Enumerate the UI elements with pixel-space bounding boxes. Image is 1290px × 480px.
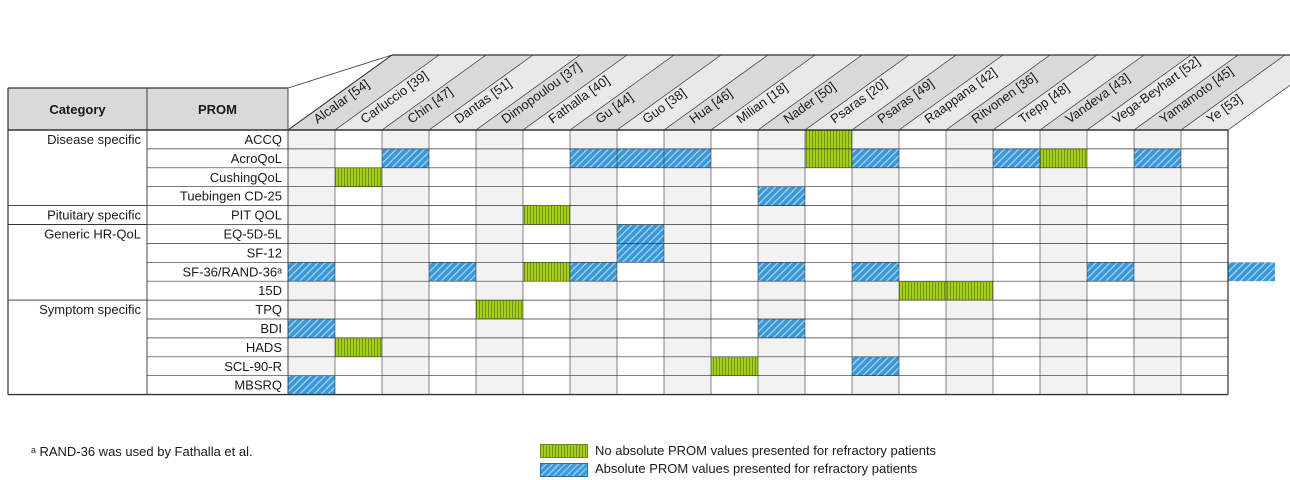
study-header-cell [1087,55,1238,130]
no-absolute-values-mark [335,337,382,357]
no-absolute-values-mark [523,262,570,282]
legend-blue-label: Absolute PROM values presented for refra… [595,461,918,476]
study-header-cell [523,55,674,130]
absolute-values-mark [1134,148,1181,168]
prom-label: 15D [258,283,282,298]
study-header-cell [664,55,815,130]
prom-label: SF-36/RAND-36ᵃ [183,264,283,279]
prom-label: HADS [246,340,282,355]
absolute-values-mark [993,148,1040,168]
study-header-cell [946,55,1097,130]
absolute-values-mark [570,262,617,282]
legend-green-swatch [540,444,588,458]
prom-label: ACCQ [244,132,282,147]
prom-label: AcroQoL [231,151,282,166]
prom-label: EQ-5D-5L [223,226,282,241]
study-header-cell [993,55,1144,130]
no-absolute-values-mark [805,130,852,149]
no-absolute-values-mark [476,300,523,319]
absolute-values-mark [617,148,664,168]
prom-label: CushingQoL [210,170,282,185]
study-header-cell [570,55,721,130]
absolute-values-mark [852,148,899,168]
study-header-cell [1134,55,1285,130]
absolute-values-mark [852,356,899,376]
study-header-cell [429,55,580,130]
prom-label: SF-12 [247,245,282,260]
category-label: Symptom specific [39,302,141,317]
study-header-cell [852,55,1003,130]
prom-label: MBSRQ [234,378,282,393]
absolute-values-mark [1087,262,1134,282]
absolute-values-mark [570,148,617,168]
prom-label: PIT QOL [231,208,282,223]
category-label: Pituitary specific [47,208,141,223]
absolute-values-mark [382,148,429,168]
absolute-values-mark [429,262,476,282]
study-header-cell [899,55,1050,130]
absolute-values-mark [758,262,805,282]
absolute-values-mark [758,186,805,206]
study-header-cell [805,55,956,130]
absolute-values-mark [617,224,664,244]
study-header-cell [335,55,486,130]
legend-green-label: No absolute PROM values presented for re… [595,443,937,458]
legend-blue-swatch [540,463,588,477]
absolute-values-mark [288,262,335,282]
no-absolute-values-mark [523,205,570,225]
no-absolute-values-mark [335,167,382,187]
prom-label: TPQ [255,302,282,317]
no-absolute-values-mark [946,281,993,301]
study-header-cell [711,55,862,130]
study-header-cell [476,55,627,130]
absolute-values-mark [1228,262,1275,282]
category-column-header: Category [49,102,106,117]
no-absolute-values-mark [899,281,946,301]
absolute-values-mark [664,148,711,168]
absolute-values-mark [758,319,805,338]
footnote: ᵃ RAND-36 was used by Fathalla et al. [31,444,253,459]
study-header-cell [288,55,439,130]
study-header-cell [617,55,768,130]
absolute-values-mark [288,375,335,395]
prom-column-header: PROM [198,102,237,117]
no-absolute-values-mark [1040,148,1087,168]
category-label: Generic HR-QoL [44,226,141,241]
prom-label: BDI [260,321,282,336]
absolute-values-mark [288,319,335,338]
prom-label: Tuebingen CD-25 [180,189,282,204]
study-header-cell [1181,55,1290,130]
study-header-cell [758,55,909,130]
absolute-values-mark [852,262,899,282]
absolute-values-mark [617,243,664,263]
study-header-cell [1040,55,1191,130]
study-header-cell [382,55,533,130]
no-absolute-values-mark [711,356,758,376]
category-label: Disease specific [47,132,141,147]
no-absolute-values-mark [805,148,852,168]
prom-label: SCL-90-R [224,359,282,374]
